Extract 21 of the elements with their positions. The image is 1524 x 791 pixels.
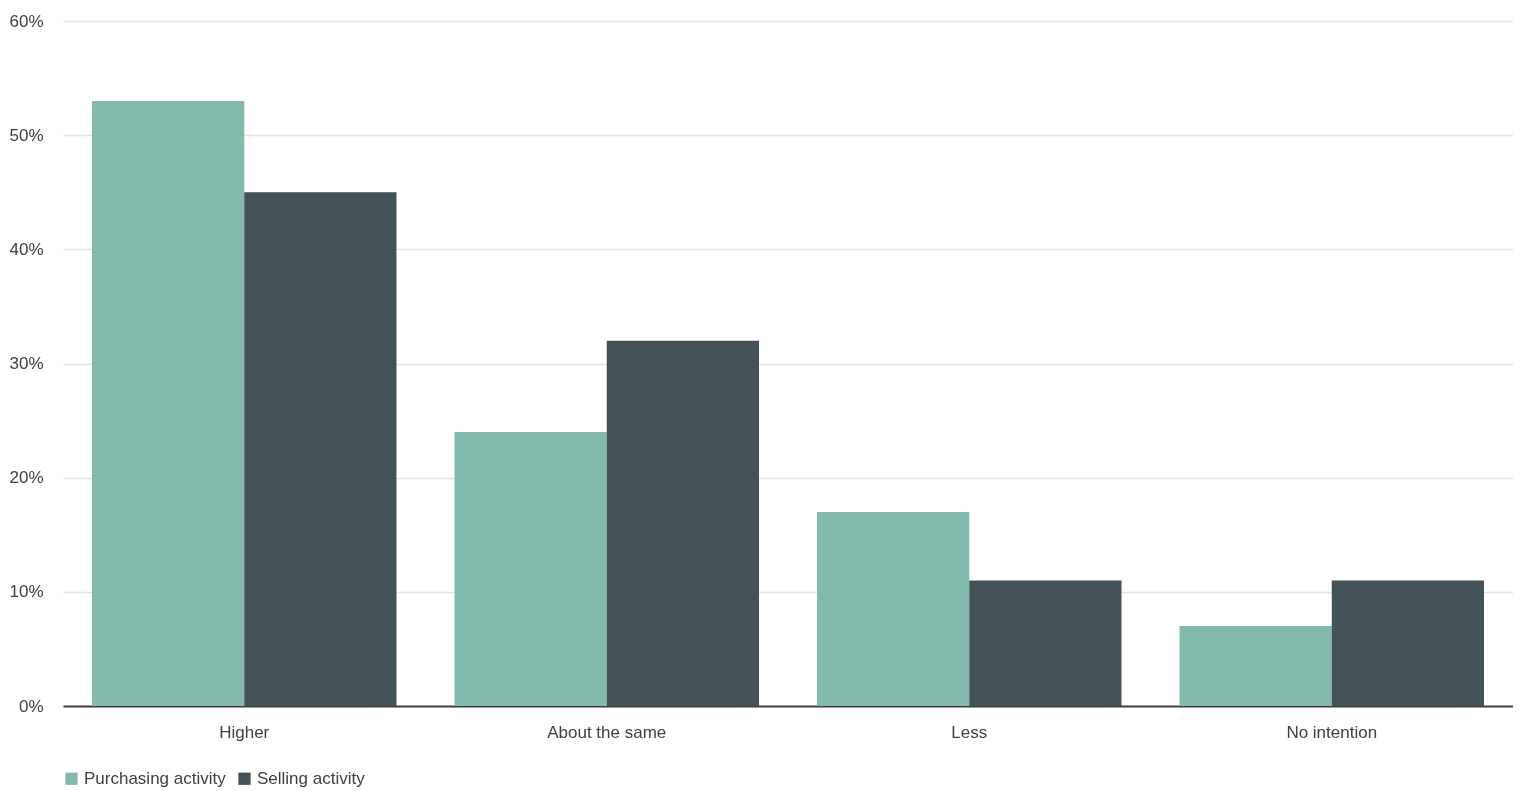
y-tick-label: 50% [9, 125, 44, 145]
y-tick-label: 60% [9, 11, 44, 31]
bar [1331, 580, 1484, 706]
bar [244, 192, 397, 706]
bar [969, 580, 1122, 706]
bar [817, 511, 970, 706]
bar [1179, 626, 1332, 706]
bar [92, 100, 245, 706]
x-tick-label: About the same [547, 722, 667, 742]
x-tick-label: No intention [1286, 722, 1378, 742]
y-tick-label: 40% [9, 239, 44, 259]
y-tick-label: 20% [9, 468, 44, 488]
y-tick-label: 10% [9, 582, 44, 602]
x-tick-label: Higher [219, 722, 270, 742]
y-tick-label: 0% [18, 696, 44, 716]
x-tick-label: Less [951, 722, 988, 742]
y-tick-label: 30% [9, 354, 44, 373]
legend-label: Purchasing activity [84, 768, 227, 788]
bar [454, 432, 607, 706]
bar [606, 340, 759, 706]
legend-label: Selling activity [257, 768, 366, 788]
